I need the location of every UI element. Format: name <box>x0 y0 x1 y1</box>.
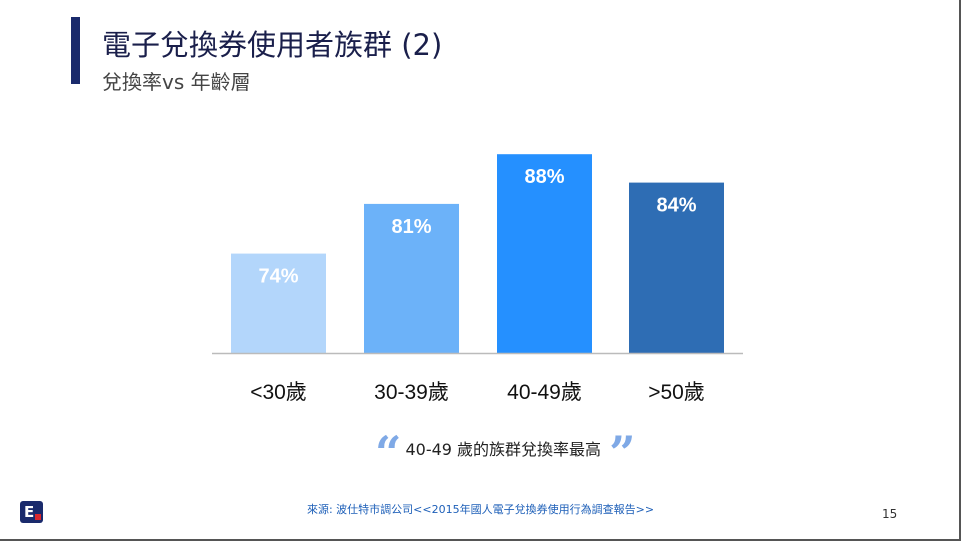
bar-2 <box>497 154 592 353</box>
logo-letter: E <box>24 503 35 521</box>
bar-value-label: 84% <box>656 195 696 217</box>
bar-3 <box>629 182 724 353</box>
category-label: 30-39歲 <box>374 381 449 404</box>
slide-subtitle: 兌換率vs 年齡層 <box>102 70 251 94</box>
close-quote-icon: ” <box>609 426 636 480</box>
bar-1 <box>364 203 459 353</box>
bar-value-label: 81% <box>391 216 431 238</box>
bar-value-label: 88% <box>524 166 564 188</box>
category-label: <30歲 <box>250 381 307 404</box>
quote-text: 40-49 歲的族群兌換率最高 <box>405 440 602 459</box>
quote-callout: “ 40-49 歲的族群兌換率最高 ” <box>375 430 636 476</box>
source-citation: 來源: 波仕特市調公司<<2015年國人電子兌換券使用行為調查報告>> <box>306 503 655 516</box>
page-number: 15 <box>882 507 898 521</box>
category-label: 40-49歲 <box>507 381 582 404</box>
bar-value-label: 74% <box>258 266 298 288</box>
bar-0 <box>231 253 326 353</box>
open-quote-icon: “ <box>375 426 402 480</box>
title-accent-bar <box>71 17 80 84</box>
slide-title: 電子兌換券使用者族群 (2) <box>102 28 443 62</box>
category-label: >50歲 <box>648 381 705 404</box>
brand-logo: E <box>20 501 43 523</box>
logo-dot <box>35 514 41 520</box>
